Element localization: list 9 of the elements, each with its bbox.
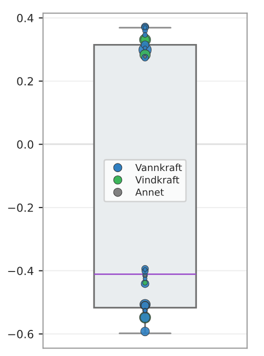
y-tick-label: 0.0 (17, 140, 34, 149)
y-tick-label: −0.2 (8, 204, 33, 212)
y-tick-label: 0.2 (17, 77, 33, 86)
legend-label: Vannkraft (135, 164, 182, 172)
y-tick-label: −0.4 (8, 266, 34, 276)
legend-label: Annet (135, 188, 164, 196)
y-tick-label: 0.4 (17, 14, 34, 22)
y-tick-label: −0.6 (8, 330, 34, 338)
legend-label: Vindkraft (135, 176, 180, 184)
